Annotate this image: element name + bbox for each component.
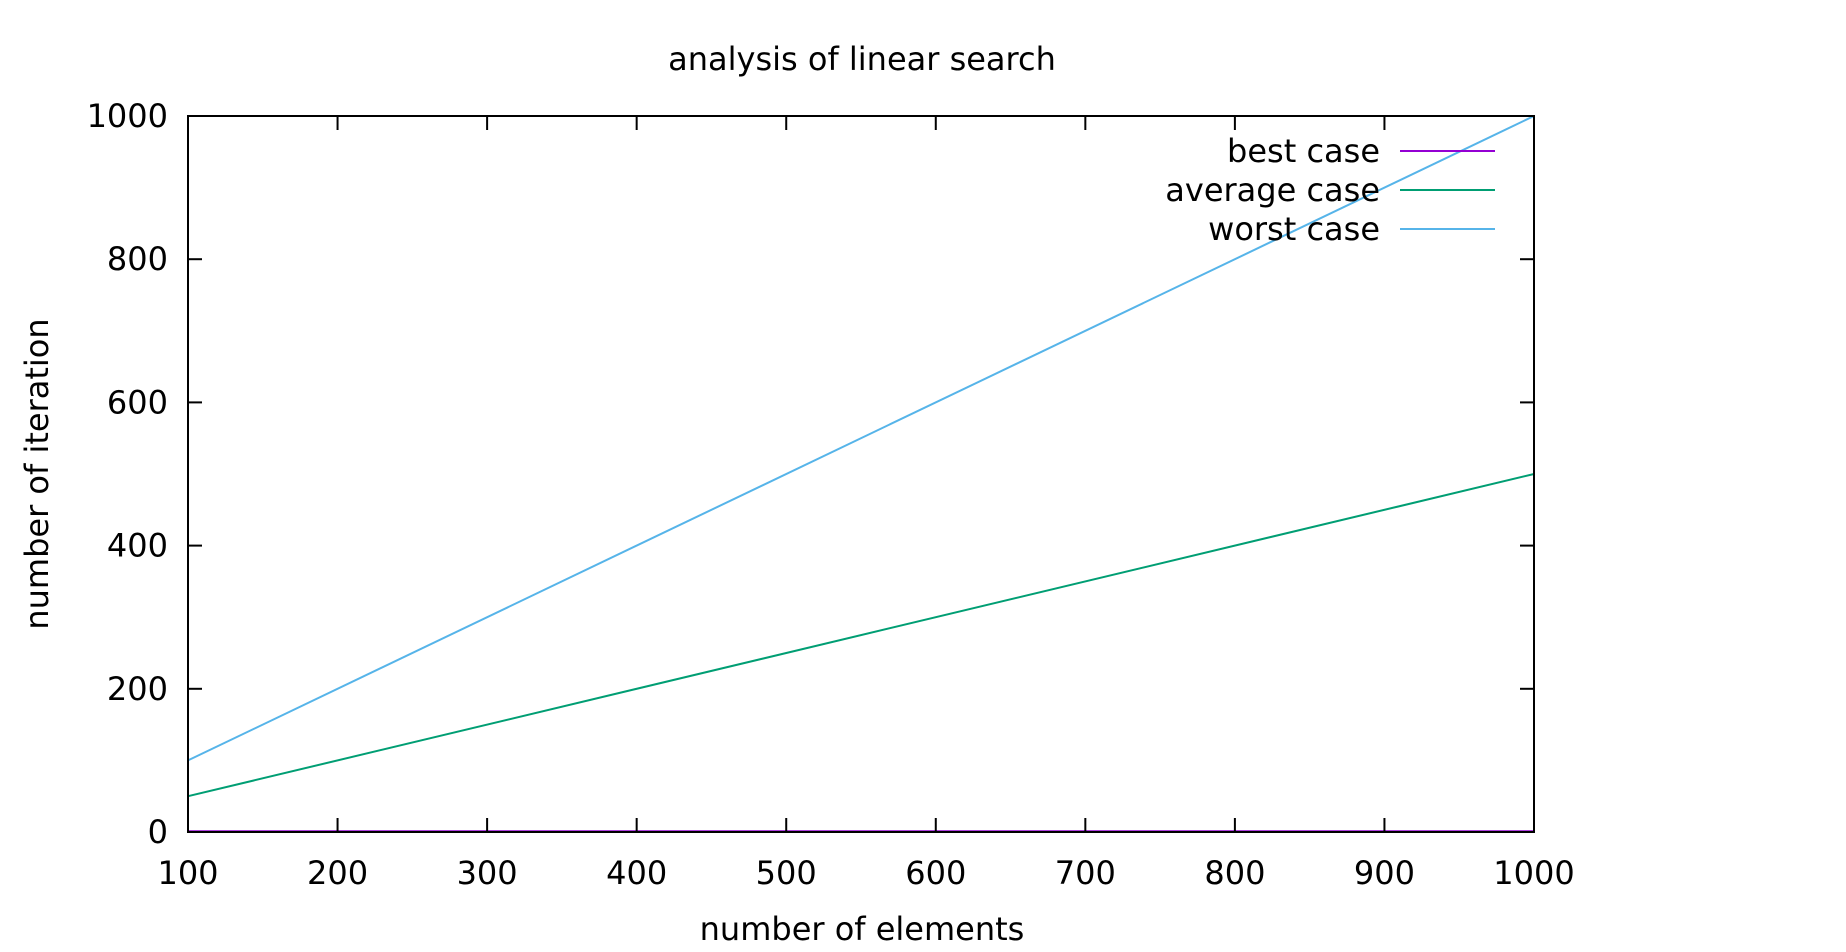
x-axis-title: number of elements [700,910,1025,948]
x-tick-label: 400 [606,854,667,892]
y-tick-label: 800 [107,240,168,278]
x-tick-label: 600 [905,854,966,892]
x-tick-label: 100 [157,854,218,892]
series-line-2 [187,115,1535,762]
y-tick-label: 600 [107,383,168,421]
series-line-1 [187,473,1535,798]
y-axis-ticks: 0 200 400 600 800 1000 [87,97,1534,851]
y-tick-label: 200 [107,670,168,708]
x-tick-label: 800 [1204,854,1265,892]
y-tick-label: 0 [148,813,168,851]
chart-title: analysis of linear search [668,40,1056,78]
legend-label: average case [1165,171,1380,209]
x-tick-label: 200 [307,854,368,892]
x-tick-label: 300 [457,854,518,892]
y-axis-title: number of iteration [18,318,56,629]
legend-label: best case [1227,132,1380,170]
x-tick-label: 900 [1354,854,1415,892]
x-tick-label: 1000 [1493,854,1574,892]
x-tick-label: 500 [756,854,817,892]
legend-label: worst case [1208,210,1380,248]
y-tick-label: 400 [107,527,168,565]
y-tick-label: 1000 [87,97,168,135]
x-axis-ticks: 100 200 300 400 500 600 700 800 900 1000 [157,116,1575,892]
plot-frame [187,115,1535,833]
x-tick-label: 700 [1055,854,1116,892]
